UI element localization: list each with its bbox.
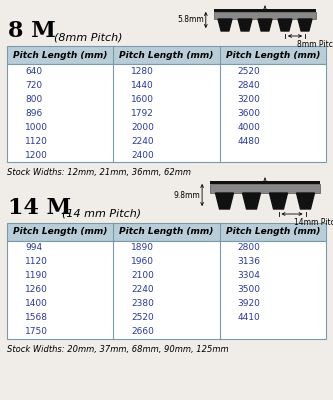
Text: 3136: 3136 xyxy=(238,258,261,266)
Text: 1000: 1000 xyxy=(25,122,48,132)
Text: 1120: 1120 xyxy=(25,258,48,266)
Text: 2000: 2000 xyxy=(131,122,154,132)
Text: Stock Widths: 20mm, 37mm, 68mm, 90mm, 125mm: Stock Widths: 20mm, 37mm, 68mm, 90mm, 12… xyxy=(7,345,229,354)
Text: 3600: 3600 xyxy=(238,108,261,118)
Text: Pitch Length (mm): Pitch Length (mm) xyxy=(226,50,320,60)
Text: Pitch Length (mm): Pitch Length (mm) xyxy=(13,228,107,236)
Text: 1750: 1750 xyxy=(25,328,48,336)
Text: 2520: 2520 xyxy=(131,314,154,322)
Bar xyxy=(210,184,320,193)
Polygon shape xyxy=(238,19,252,31)
Text: Pitch Length (mm): Pitch Length (mm) xyxy=(119,228,214,236)
Text: Pitch Length (mm): Pitch Length (mm) xyxy=(226,228,320,236)
Text: 2520: 2520 xyxy=(238,66,260,76)
Text: 1200: 1200 xyxy=(25,150,48,160)
Text: (8mm Pitch): (8mm Pitch) xyxy=(54,32,123,42)
Text: 8mm Pitch: 8mm Pitch xyxy=(297,40,333,49)
Bar xyxy=(214,9,316,12)
Text: 9.8mm: 9.8mm xyxy=(173,190,200,200)
Bar xyxy=(214,12,316,19)
Text: 1120: 1120 xyxy=(25,136,48,146)
Text: 4410: 4410 xyxy=(238,314,260,322)
Text: 1400: 1400 xyxy=(25,300,48,308)
Bar xyxy=(210,181,320,184)
Polygon shape xyxy=(218,19,232,31)
Text: 1600: 1600 xyxy=(131,94,154,104)
Bar xyxy=(7,241,326,339)
Text: 2840: 2840 xyxy=(238,80,260,90)
Text: 1792: 1792 xyxy=(131,108,154,118)
Text: 4000: 4000 xyxy=(238,122,260,132)
Polygon shape xyxy=(215,193,233,209)
Text: 5.8mm: 5.8mm xyxy=(177,16,204,24)
Polygon shape xyxy=(242,193,260,209)
Text: (14 mm Pitch): (14 mm Pitch) xyxy=(62,209,141,219)
Polygon shape xyxy=(278,19,292,31)
Polygon shape xyxy=(269,193,287,209)
Text: 2240: 2240 xyxy=(131,286,154,294)
Text: 1960: 1960 xyxy=(131,258,154,266)
Polygon shape xyxy=(258,19,272,31)
Text: 3200: 3200 xyxy=(238,94,260,104)
Polygon shape xyxy=(298,19,312,31)
Text: 994: 994 xyxy=(25,244,42,252)
Text: 720: 720 xyxy=(25,80,42,90)
Text: 1190: 1190 xyxy=(25,272,48,280)
Text: 2100: 2100 xyxy=(131,272,154,280)
Text: 2800: 2800 xyxy=(238,244,260,252)
Text: Stock Widths: 12mm, 21mm, 36mm, 62mm: Stock Widths: 12mm, 21mm, 36mm, 62mm xyxy=(7,168,191,177)
Text: Pitch Length (mm): Pitch Length (mm) xyxy=(119,50,214,60)
Text: 1280: 1280 xyxy=(131,66,154,76)
Text: 3920: 3920 xyxy=(238,300,260,308)
Text: Pitch Length (mm): Pitch Length (mm) xyxy=(13,50,107,60)
Text: 4480: 4480 xyxy=(238,136,260,146)
Text: 1568: 1568 xyxy=(25,314,48,322)
Text: 1260: 1260 xyxy=(25,286,48,294)
Bar xyxy=(7,46,326,64)
Text: 2240: 2240 xyxy=(131,136,154,146)
Text: 640: 640 xyxy=(25,66,42,76)
Text: 896: 896 xyxy=(25,108,42,118)
Text: 2660: 2660 xyxy=(131,328,154,336)
Text: 3500: 3500 xyxy=(238,286,261,294)
Text: 14mm Pitch: 14mm Pitch xyxy=(294,218,333,227)
Text: 1440: 1440 xyxy=(131,80,154,90)
Text: 14 M: 14 M xyxy=(8,197,71,219)
Bar xyxy=(7,64,326,162)
Text: 8 M: 8 M xyxy=(8,20,56,42)
Bar xyxy=(7,223,326,241)
Polygon shape xyxy=(296,193,314,209)
Text: 3304: 3304 xyxy=(238,272,260,280)
Text: 2380: 2380 xyxy=(131,300,154,308)
Text: 2400: 2400 xyxy=(131,150,154,160)
Text: 800: 800 xyxy=(25,94,42,104)
Text: 1890: 1890 xyxy=(131,244,154,252)
